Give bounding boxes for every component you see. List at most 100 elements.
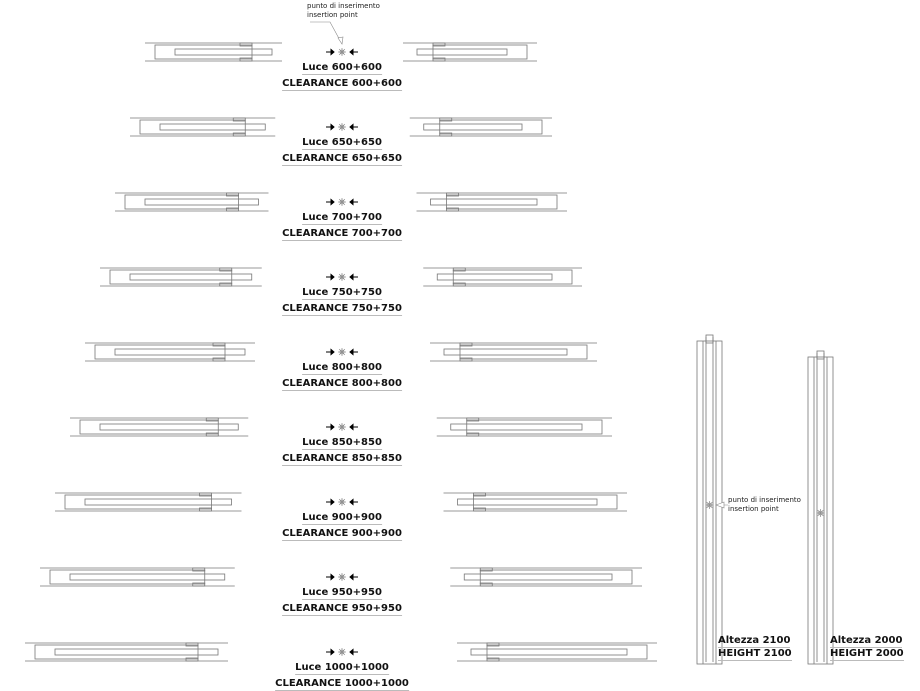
left-door-leaf [159,123,266,131]
right-door-leaf [450,423,583,431]
arrow-left-icon [349,48,358,56]
elevation-label-height-2000: HEIGHT 2000 [830,648,904,661]
right-jamb [466,432,480,437]
right-jamb [473,492,486,497]
luce-label: Luce 700+700 [302,212,382,225]
elevation-2100-insertion-point-icon [705,501,714,509]
leader-arrow-icon [715,501,728,509]
right-jamb [439,132,453,137]
arrow-right-icon [326,48,335,56]
right-door-leaf [436,273,553,281]
insertion-point-icon [338,48,346,56]
right-jamb [439,117,453,122]
right-jamb [473,507,486,512]
left-door-leaf [84,498,232,506]
left-jamb [219,267,233,272]
insertion-point-icon [338,423,346,431]
insertion-point-icon [338,348,346,356]
arrow-left-icon [349,648,358,656]
arrow-right-icon [326,498,335,506]
left-jamb [219,282,233,287]
arrow-left-icon [349,348,358,356]
left-pocket-frame [109,269,233,285]
right-door-leaf [457,498,598,506]
luce-label: Luce 650+650 [302,137,382,150]
right-pocket-frame [466,419,603,435]
arrow-left-icon [349,198,358,206]
luce-label: Luce 850+850 [302,437,382,450]
right-pocket-frame [446,194,558,210]
arrow-right-icon [326,573,335,581]
left-jamb [226,192,239,197]
insertion-point-icon [338,648,346,656]
right-pocket-frame [473,494,618,510]
right-jamb [486,642,500,647]
elevation-2100-track [705,334,714,344]
leader-arrow-icon [337,36,344,45]
left-jamb [199,492,212,497]
right-jamb [479,567,493,572]
left-jamb [232,117,246,122]
note-english: insertion point [307,11,358,19]
left-jamb [205,417,219,422]
right-jamb [446,207,459,212]
left-door-leaf [54,648,219,656]
insertion-point-icon [338,498,346,506]
elevation-2000-insertion-point-icon [816,509,825,517]
note-italian: punto di inserimento [307,2,380,10]
insertion-point-icon [338,198,346,206]
right-jamb [432,57,446,62]
right-jamb [459,357,473,362]
right-jamb [486,657,500,662]
left-jamb [185,642,199,647]
clearance-label: CLEARANCE 850+850 [282,453,402,466]
left-jamb [226,207,239,212]
leader-line [310,21,343,45]
right-pocket-frame [432,44,528,60]
right-pocket-frame [479,569,633,585]
right-pocket-frame [439,119,543,135]
left-jamb [212,357,226,362]
luce-label: Luce 800+800 [302,362,382,375]
insertion-point-icon [338,123,346,131]
left-jamb [192,582,206,587]
insertion-point-icon [338,573,346,581]
clearance-label: CLEARANCE 1000+1000 [275,678,409,691]
right-pocket-frame [452,269,573,285]
elevation-2000-track [816,350,825,360]
left-jamb [185,657,199,662]
right-door-leaf [430,198,538,206]
luce-label: Luce 900+900 [302,512,382,525]
right-jamb [479,582,493,587]
clearance-label: CLEARANCE 800+800 [282,378,402,391]
left-door-leaf [174,48,273,56]
right-pocket-frame [486,644,648,660]
left-pocket-frame [64,494,212,510]
clearance-label: CLEARANCE 600+600 [282,78,402,91]
elevation-label-altezza-2100: Altezza 2100 [718,635,791,648]
arrow-right-icon [326,648,335,656]
arrow-right-icon [326,123,335,131]
left-jamb [199,507,212,512]
right-pocket-frame [459,344,588,360]
left-jamb [192,567,206,572]
arrow-right-icon [326,198,335,206]
right-jamb [459,342,473,347]
left-door-leaf [144,198,259,206]
left-jamb [239,42,253,47]
left-door-leaf [69,573,226,581]
left-pocket-frame [94,344,226,360]
clearance-label: CLEARANCE 750+750 [282,303,402,316]
right-door-leaf [416,48,508,56]
right-jamb [452,282,466,287]
luce-label: Luce 1000+1000 [295,662,389,675]
arrow-left-icon [349,498,358,506]
luce-label: Luce 750+750 [302,287,382,300]
left-pocket-frame [124,194,239,210]
left-door-leaf [129,273,253,281]
arrow-left-icon [349,423,358,431]
right-door-leaf [470,648,628,656]
left-jamb [205,432,219,437]
clearance-label: CLEARANCE 650+650 [282,153,402,166]
